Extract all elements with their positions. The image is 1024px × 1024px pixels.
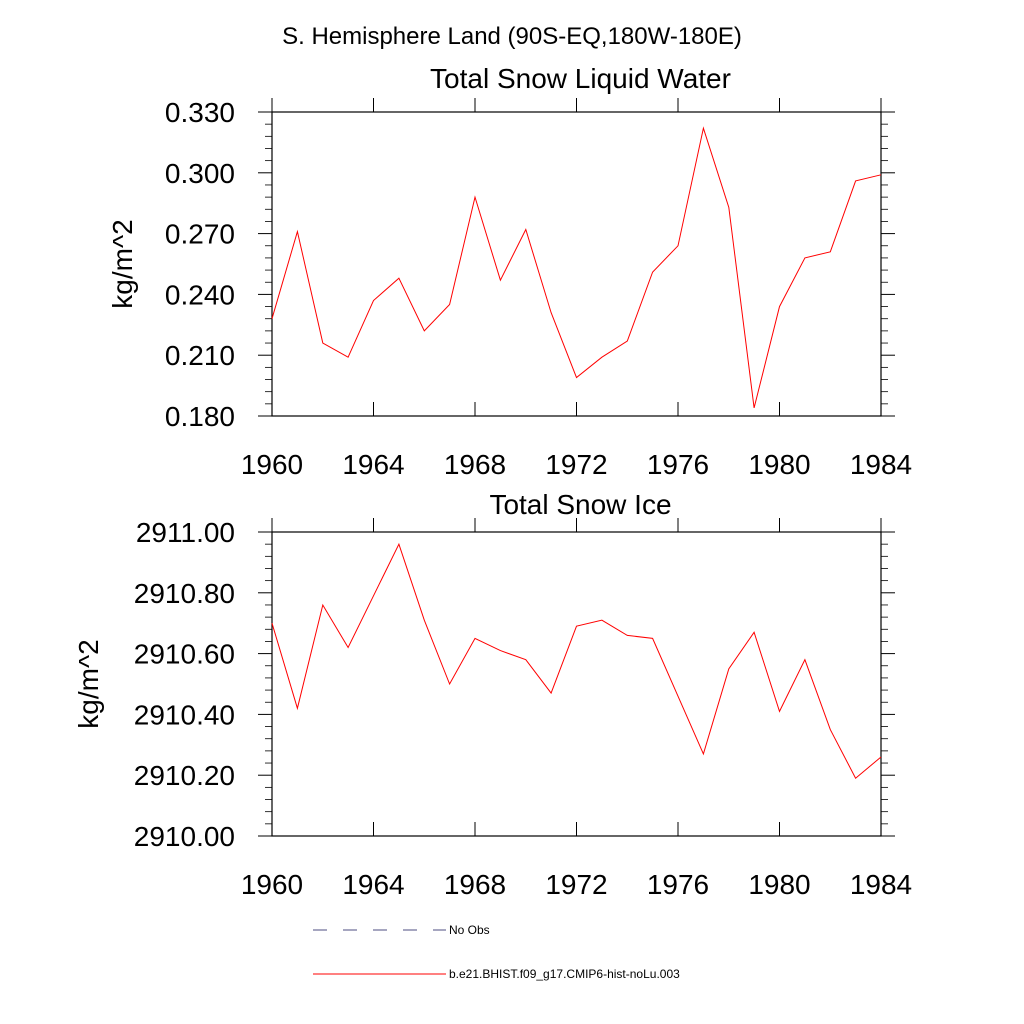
panel-snow-ice: Total Snow Ice kg/m^2 1960 1964 1968 1972 1976… (73, 489, 912, 900)
x-tick-label: 1984 (850, 869, 912, 900)
y-tick-label: 2910.60 (134, 639, 235, 670)
x-tick-label: 1972 (545, 449, 607, 480)
y-axis-label: kg/m^2 (107, 219, 138, 308)
y-tick-label: 0.270 (165, 219, 235, 250)
panel-snow-liquid-water: Total Snow Liquid Water kg/m^2 1960 1964 196… (107, 63, 912, 480)
y-tick-label: 2911.00 (136, 517, 235, 548)
figure-title: S. Hemisphere Land (90S-EQ,180W-180E) (282, 23, 742, 50)
series-line (271, 542, 882, 779)
x-tick-label: 1980 (748, 449, 810, 480)
y-tick-label: 0.300 (165, 158, 235, 189)
x-tick-label: 1976 (647, 449, 709, 480)
y-tick-label: 2910.40 (134, 699, 235, 730)
x-tick-label: 1964 (342, 449, 404, 480)
legend: No Obs b.e21.BHIST.f09_g17.CMIP6-hist-noL… (313, 923, 680, 981)
legend-label: No Obs (449, 923, 490, 937)
x-tick-label: 1980 (748, 869, 810, 900)
y-tick-label: 0.330 (165, 97, 235, 128)
y-axis-label: kg/m^2 (73, 639, 104, 728)
plot-frame (271, 111, 882, 417)
y-tick-label: 2910.00 (134, 821, 235, 852)
x-tick-label: 1968 (444, 449, 506, 480)
y-tick-label: 2910.20 (134, 760, 235, 791)
legend-label: b.e21.BHIST.f09_g17.CMIP6-hist-noLu.003 (449, 967, 680, 981)
x-tick-label: 1984 (850, 449, 912, 480)
panel-title: Total Snow Ice (489, 489, 671, 520)
panel-title: Total Snow Liquid Water (430, 63, 731, 94)
x-tick-label: 1972 (545, 869, 607, 900)
y-tick-label: 0.210 (165, 340, 235, 371)
x-tick-label: 1968 (444, 869, 506, 900)
x-tick-label: 1964 (342, 869, 404, 900)
x-tick-label: 1976 (647, 869, 709, 900)
plot-frame (271, 531, 882, 837)
x-tick-label: 1960 (241, 449, 303, 480)
y-tick-label: 0.240 (165, 279, 235, 310)
x-tick-label: 1960 (241, 869, 303, 900)
y-tick-label: 0.180 (165, 401, 235, 432)
series-line (271, 126, 882, 409)
y-tick-label: 2910.80 (134, 578, 235, 609)
